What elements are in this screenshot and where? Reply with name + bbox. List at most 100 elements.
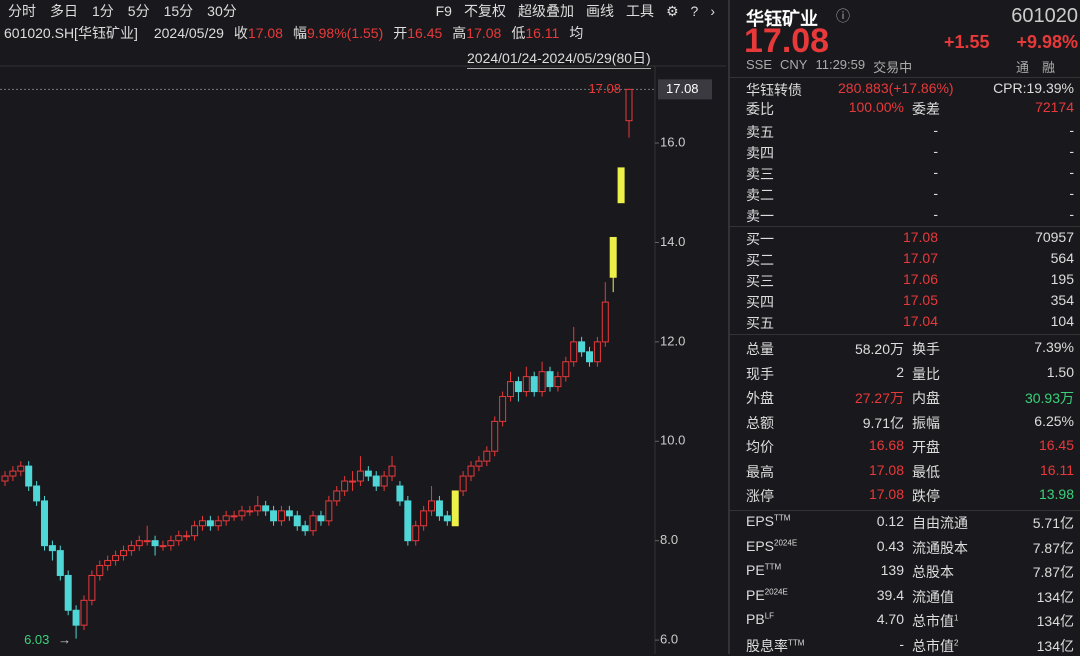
book-row: 卖一 - - xyxy=(730,205,1080,226)
info-item: 幅9.98%(1.55) xyxy=(293,23,383,43)
info-value: 16.45 xyxy=(407,25,443,41)
status: SSE CNY 11:29:59 交易中 xyxy=(746,57,912,76)
stat-cell: 16.11 xyxy=(1040,461,1074,478)
stat-cell: 跌停 xyxy=(912,488,940,504)
book-row: 买五 17.04 104 xyxy=(730,312,1080,333)
date: 2024/05/29 xyxy=(153,25,224,41)
candle-body xyxy=(33,485,41,502)
stat-cell: 1.50 xyxy=(1046,363,1074,380)
info-value: 9.98%(1.55) xyxy=(306,25,384,41)
candle-body xyxy=(372,475,380,487)
tool-button[interactable]: 画线 xyxy=(585,3,614,19)
quote-panel: 华钰矿业 ⓘ 601020 17.08 +1.55 +9.98% SSE CNY 11:29:5… xyxy=(728,0,1080,654)
tool-tab[interactable]: 1分 xyxy=(92,3,114,19)
info-icon[interactable]: ⓘ xyxy=(836,8,850,24)
fund-label: EPSTTM xyxy=(746,513,790,529)
candle-body xyxy=(317,515,325,522)
candle-body xyxy=(420,510,428,527)
candle-body xyxy=(143,540,151,543)
candle-body xyxy=(530,376,538,393)
candle-body xyxy=(222,515,230,522)
status-item: 11:29:59 xyxy=(815,57,866,72)
bond-row: 华钰转债 280.883(+17.86%) CPR:19.39% xyxy=(730,77,1080,99)
candle-body xyxy=(64,574,72,611)
low-label: 6.03 xyxy=(24,632,49,647)
book-label: 卖二 xyxy=(746,187,774,203)
candle-body xyxy=(601,301,609,343)
candle-body xyxy=(475,460,483,467)
fund-label-sup: LF xyxy=(764,611,775,621)
low-arrow: → xyxy=(58,632,71,647)
candle-body xyxy=(135,540,143,547)
flag: 融 xyxy=(1042,60,1056,75)
candle-body xyxy=(151,540,159,547)
ratio-row: 委比 100.00% 委差 72174 xyxy=(730,98,1080,119)
stat-row: 最高 17.08 最低 16.11 xyxy=(730,461,1080,482)
stat-cell: 2 xyxy=(896,363,904,380)
book-price: 17.08 xyxy=(902,229,938,245)
candle-body xyxy=(112,555,120,562)
next-icon[interactable]: › xyxy=(710,3,715,19)
fund-label-sup: TTM xyxy=(788,637,805,647)
tool-button[interactable]: 超级叠加 xyxy=(517,3,574,19)
change: +1.55 xyxy=(944,32,990,52)
candle-body xyxy=(270,510,278,522)
ratio-cell: 72174 xyxy=(1035,99,1074,115)
fund-label-text: 自由流通 xyxy=(912,515,968,531)
last-price-box xyxy=(658,79,712,100)
date-range[interactable]: 2024/01/24-2024/05/29(80日) xyxy=(467,48,651,69)
price: 17.08 xyxy=(744,22,830,60)
info-label: 低 xyxy=(511,25,526,41)
candle-body xyxy=(80,599,88,626)
book-row: 卖二 - - xyxy=(730,184,1080,205)
candle-body xyxy=(404,500,412,542)
stat-cell: 17.08 xyxy=(868,486,904,502)
book-volume: 195 xyxy=(1050,271,1074,287)
chart: 6.0 8.0 10.0 12.0 14.0 16.0 17.08 17.08 6.03 → xyxy=(0,65,726,654)
candle-body xyxy=(451,490,459,527)
tool-tab[interactable]: 5分 xyxy=(127,3,150,19)
tool-tab[interactable]: 多日 xyxy=(50,3,78,19)
tool-button[interactable]: F9 xyxy=(435,3,452,19)
book-volume: 354 xyxy=(1050,292,1074,308)
book-price: - xyxy=(933,122,938,138)
bond-name: 华钰转债 xyxy=(746,82,802,98)
fund-value: 0.12 xyxy=(876,513,904,529)
stat-cell: 换手 xyxy=(912,341,940,357)
help-icon[interactable]: ? xyxy=(690,3,699,19)
fund-label-text: PE xyxy=(746,586,765,603)
y-tick-label: 16.0 xyxy=(660,134,685,149)
candle-body xyxy=(293,515,301,527)
candle-body xyxy=(514,381,522,393)
book-volume: - xyxy=(1069,143,1074,159)
book-label: 买五 xyxy=(746,315,774,331)
fund-label: PETTM xyxy=(746,562,781,578)
book-price: 17.06 xyxy=(902,271,938,287)
tool-button[interactable]: 工具 xyxy=(625,3,654,19)
fund-value: 134亿 xyxy=(1036,613,1074,629)
tool-tab[interactable]: 分时 xyxy=(8,3,36,19)
fund-label: PBLF xyxy=(746,611,774,627)
candle-body xyxy=(88,574,96,601)
info-label: 高 xyxy=(452,25,467,41)
tool-button[interactable]: 不复权 xyxy=(463,3,506,19)
info-value: 17.08 xyxy=(247,25,283,41)
fund-label: 总股本 xyxy=(912,562,954,582)
stat-cell: 总额 xyxy=(746,414,774,431)
bond-price: 280.883(+17.86%) xyxy=(838,80,954,96)
candle-body xyxy=(546,371,554,388)
settings-icon[interactable]: ⚙ xyxy=(665,2,679,19)
tool-tab[interactable]: 30分 xyxy=(207,3,237,19)
info-item: 高17.08 xyxy=(452,23,501,43)
tool-tab[interactable]: 15分 xyxy=(163,3,194,19)
stat-cell: 最高 xyxy=(746,463,774,480)
fund-label: 总市值1 xyxy=(912,611,958,631)
candle-body xyxy=(198,520,206,527)
candle-body xyxy=(214,520,222,527)
fund-value: 4.70 xyxy=(876,611,904,627)
book-row: 买一 17.08 70957 xyxy=(730,228,1080,249)
stat-cell: 内盘 xyxy=(912,390,940,406)
fund-label-text: 总市值 xyxy=(912,637,954,654)
fund-value: 139 xyxy=(880,562,904,578)
stock-name: 华钰矿业 xyxy=(746,9,818,29)
